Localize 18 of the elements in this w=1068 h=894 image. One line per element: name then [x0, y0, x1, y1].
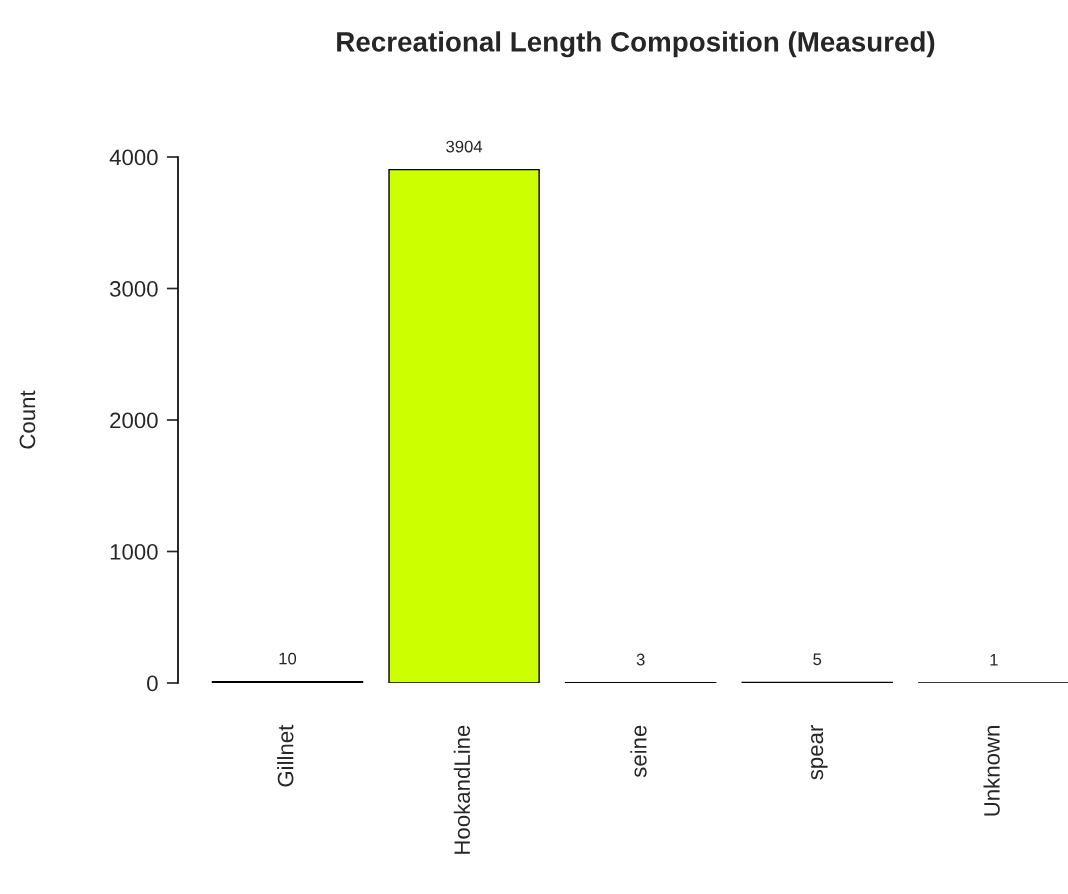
data-label: 3	[636, 653, 645, 666]
y-tick-label: 0	[147, 675, 158, 692]
x-tick-label: spear	[811, 725, 828, 780]
data-label: 1	[990, 654, 998, 666]
x-tick-label: Gillnet	[277, 724, 294, 787]
y-tick-label: 2000	[110, 412, 158, 429]
x-tick-label: Unknown	[983, 726, 1000, 816]
y-axis-title: Count	[19, 390, 36, 449]
x-tick-label: seine	[630, 725, 647, 778]
y-tick-label: 3000	[109, 281, 158, 297]
data-label: 5	[813, 653, 822, 666]
chart-title: Recreational Length Composition (Measured)	[337, 31, 935, 58]
data-label: 10	[279, 652, 297, 665]
data-label: 3904	[446, 140, 483, 153]
y-tick-label: 4000	[109, 149, 158, 166]
x-tick-label: HookandLine	[453, 725, 471, 854]
bar	[388, 168, 540, 683]
y-tick-label: 1000	[110, 544, 158, 560]
